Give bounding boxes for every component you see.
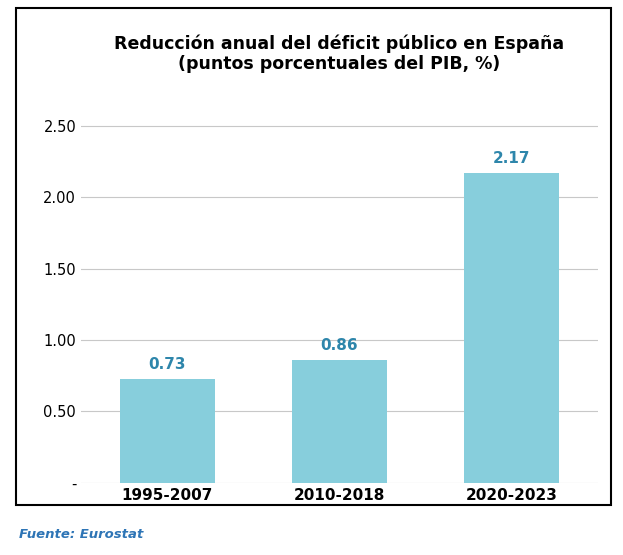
Bar [292, 360, 387, 483]
Title: Reducción anual del déficit público en España
(puntos porcentuales del PIB, %): Reducción anual del déficit público en E… [115, 34, 564, 73]
Text: Fuente: Eurostat: Fuente: Eurostat [19, 528, 143, 541]
Bar [120, 379, 214, 483]
Bar [465, 173, 559, 483]
Text: 2.17: 2.17 [493, 151, 531, 166]
Text: 0.73: 0.73 [148, 356, 186, 371]
Text: 0.86: 0.86 [321, 338, 358, 353]
